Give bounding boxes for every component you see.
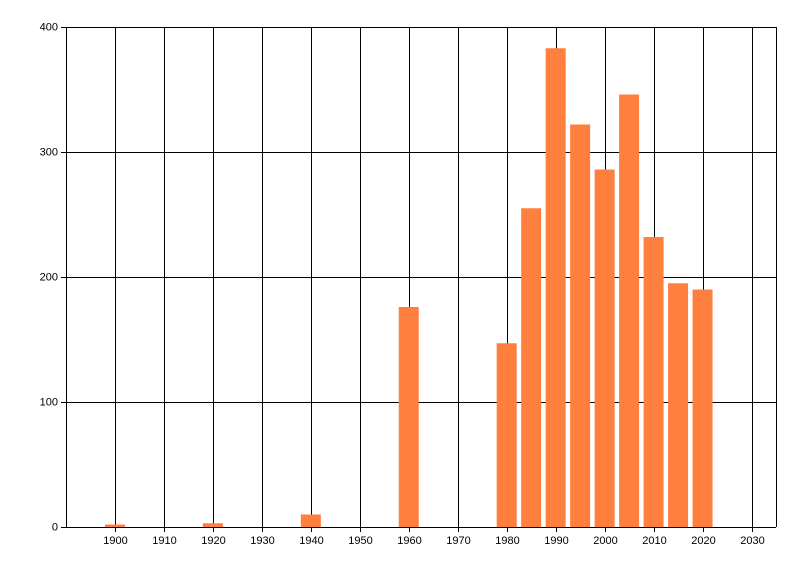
bar [619, 94, 640, 527]
y-tick-label: 0 [52, 521, 58, 533]
bar [521, 208, 542, 527]
bar [692, 289, 713, 527]
bar [594, 169, 615, 527]
y-tick-label: 200 [40, 271, 58, 283]
bar [570, 124, 591, 527]
y-tick-label: 400 [40, 21, 58, 33]
x-tick-label: 1910 [152, 535, 176, 547]
bar [668, 283, 689, 527]
bar [202, 523, 223, 527]
x-tick-label: 1990 [544, 535, 568, 547]
bar [398, 307, 419, 527]
x-tick-label: 1960 [397, 535, 421, 547]
bar [300, 514, 321, 527]
x-tick-label: 2030 [740, 535, 764, 547]
x-tick-label: 1920 [201, 535, 225, 547]
x-tick-label: 2000 [593, 535, 617, 547]
x-tick-label: 2020 [691, 535, 715, 547]
bar [104, 524, 125, 527]
y-tick-label: 100 [40, 396, 58, 408]
x-tick-label: 1940 [299, 535, 323, 547]
bar [643, 237, 664, 527]
x-tick-label: 1930 [250, 535, 274, 547]
bar [496, 343, 517, 527]
y-tick-label: 300 [40, 146, 58, 158]
x-tick-label: 1900 [103, 535, 127, 547]
x-tick-label: 1950 [348, 535, 372, 547]
bar [545, 48, 566, 527]
x-tick-label: 1980 [495, 535, 519, 547]
x-tick-label: 1970 [446, 535, 470, 547]
x-tick-label: 2010 [642, 535, 666, 547]
